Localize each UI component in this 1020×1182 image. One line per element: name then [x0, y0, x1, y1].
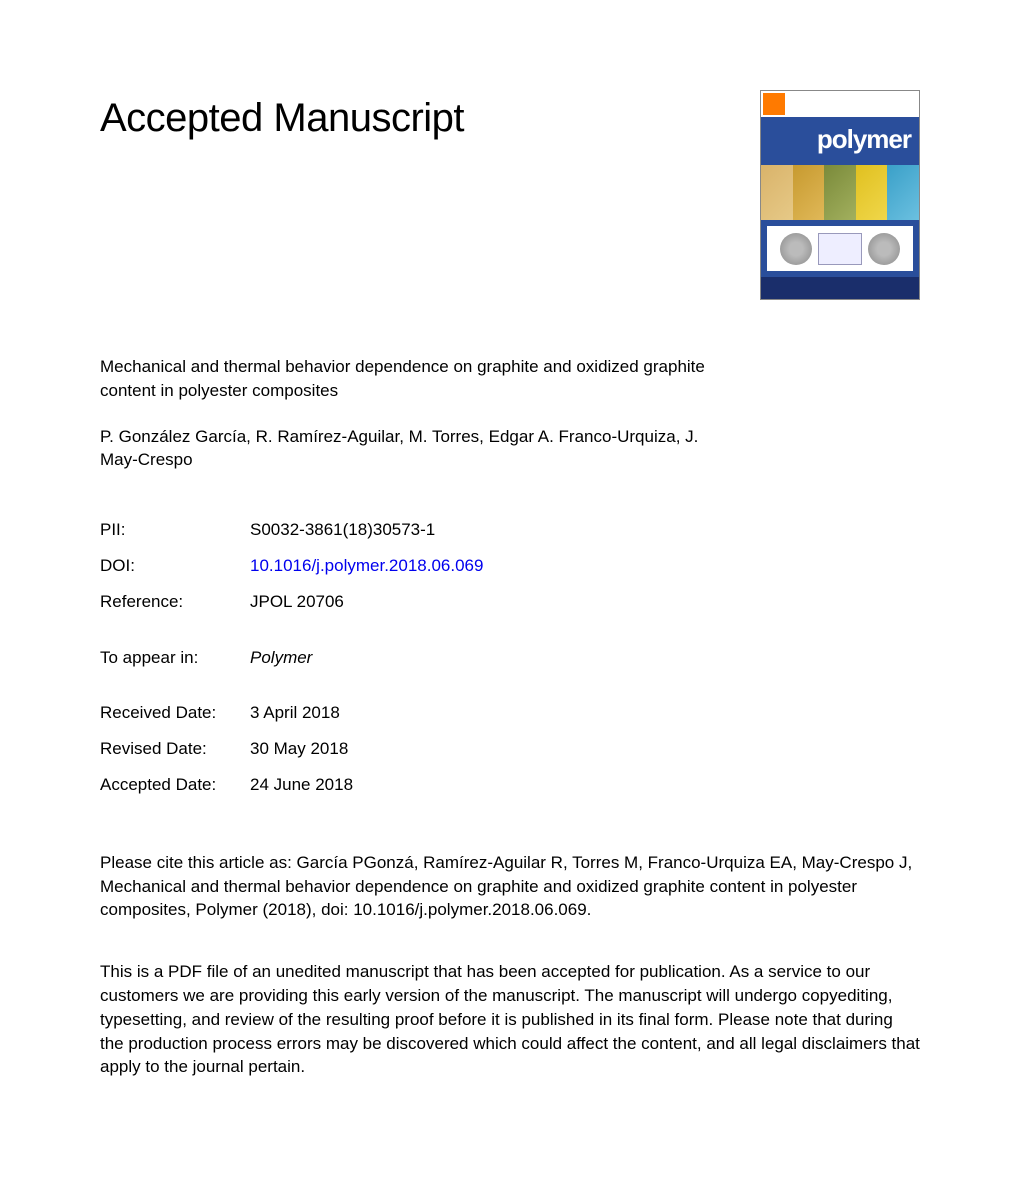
cover-strip-tile [761, 165, 793, 220]
meta-value: 30 May 2018 [250, 731, 483, 767]
meta-row-reference: Reference: JPOL 20706 [100, 584, 483, 620]
meta-label: Reference: [100, 584, 250, 620]
meta-value: JPOL 20706 [250, 584, 483, 620]
cover-strip-tile [856, 165, 888, 220]
journal-name: Polymer [250, 648, 312, 667]
elsevier-logo-icon [763, 93, 785, 115]
meta-row-to-appear: To appear in: Polymer [100, 620, 483, 676]
journal-cover-thumbnail: polymer [760, 90, 920, 300]
author-list: P. González García, R. Ramírez-Aguilar, … [100, 425, 740, 473]
meta-label: To appear in: [100, 620, 250, 676]
meta-row-revised: Revised Date: 30 May 2018 [100, 731, 483, 767]
citation-text: Please cite this article as: García PGon… [100, 851, 920, 922]
cover-strip-tile [793, 165, 825, 220]
header-row: Accepted Manuscript polymer [100, 90, 920, 300]
meta-row-received: Received Date: 3 April 2018 [100, 675, 483, 731]
metadata-table: PII: S0032-3861(18)30573-1 DOI: 10.1016/… [100, 512, 483, 803]
cover-graphic-icon [868, 233, 900, 265]
doi-link[interactable]: 10.1016/j.polymer.2018.06.069 [250, 556, 483, 575]
cover-graphic-icon [818, 233, 862, 265]
cover-journal-name: polymer [761, 117, 919, 165]
meta-label: Revised Date: [100, 731, 250, 767]
cover-footer-bar [761, 277, 919, 299]
meta-label: PII: [100, 512, 250, 548]
page-heading: Accepted Manuscript [100, 90, 464, 146]
cover-graphic-icon [780, 233, 812, 265]
disclaimer-text: This is a PDF file of an unedited manusc… [100, 960, 920, 1079]
meta-label: Received Date: [100, 675, 250, 731]
cover-image-strip [761, 165, 919, 220]
cover-graphic-area [767, 226, 913, 271]
meta-row-pii: PII: S0032-3861(18)30573-1 [100, 512, 483, 548]
cover-strip-tile [824, 165, 856, 220]
meta-label: Accepted Date: [100, 767, 250, 803]
meta-row-doi: DOI: 10.1016/j.polymer.2018.06.069 [100, 548, 483, 584]
cover-strip-tile [887, 165, 919, 220]
meta-label: DOI: [100, 548, 250, 584]
meta-row-accepted: Accepted Date: 24 June 2018 [100, 767, 483, 803]
meta-value: 3 April 2018 [250, 675, 483, 731]
meta-value: S0032-3861(18)30573-1 [250, 512, 483, 548]
cover-publisher-bar [761, 91, 919, 117]
meta-value: 24 June 2018 [250, 767, 483, 803]
article-title: Mechanical and thermal behavior dependen… [100, 355, 740, 403]
